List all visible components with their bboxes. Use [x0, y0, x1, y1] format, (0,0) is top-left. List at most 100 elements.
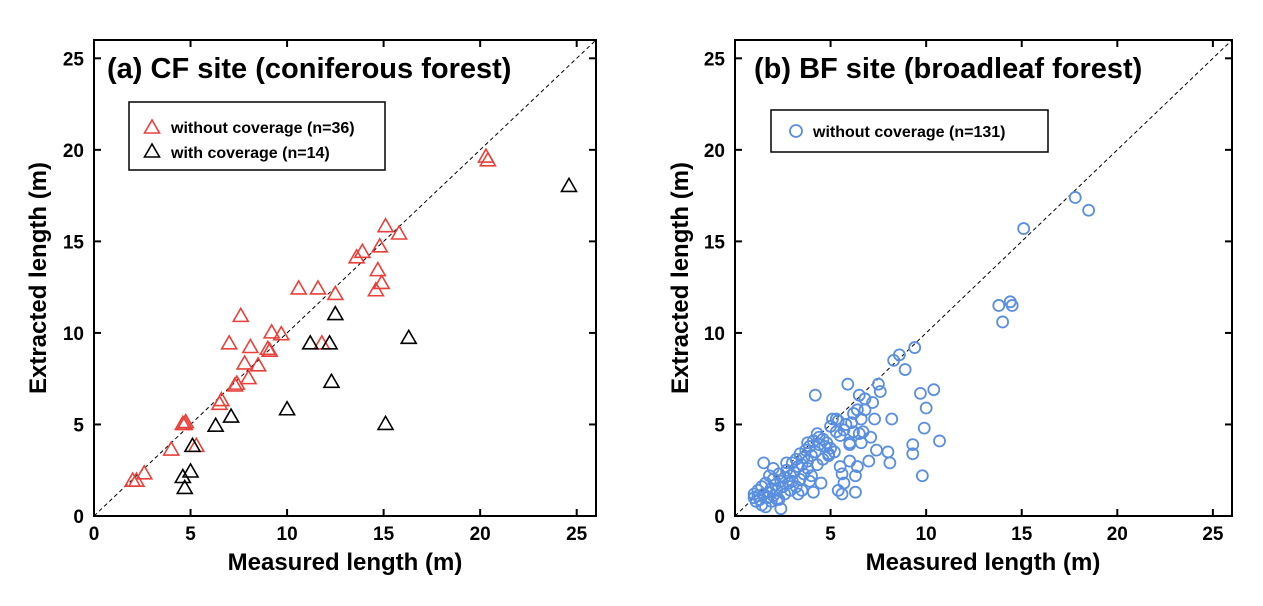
data-point-a-series-1	[320, 334, 339, 350]
data-point-a-series-0	[249, 356, 268, 372]
data-point-b-series-0	[1082, 203, 1096, 217]
legend-b: without coverage (n=131)	[770, 109, 1049, 153]
data-point-b-series-0	[835, 467, 849, 481]
data-point-b-series-0	[805, 469, 818, 483]
data-point-b-series-0	[917, 421, 931, 435]
chart-title-b: (b) BF site (broadleaf forest)	[754, 53, 1142, 85]
data-point-b-series-0	[866, 396, 880, 409]
data-point-a-series-0	[231, 306, 250, 323]
data-point-a-series-0	[372, 273, 391, 290]
data-point-a-series-0	[260, 341, 279, 357]
reference-line-a	[93, 39, 597, 517]
data-point-a-series-0	[220, 334, 239, 350]
data-point-b-series-0	[833, 460, 847, 473]
legend-label-without-coverage-a: without coverage (n=36)	[170, 120, 355, 137]
data-point-b-series-0	[849, 485, 862, 499]
data-point-a-series-0	[173, 414, 192, 431]
data-point-b-series-0	[914, 386, 927, 400]
data-point-a-series-0	[390, 224, 408, 240]
data-point-b-series-0	[933, 434, 946, 448]
data-point-b-series-0	[766, 461, 780, 475]
data-point-b-series-0	[831, 414, 845, 428]
legend-label-without-coverage-b: without coverage (n=131)	[812, 124, 1006, 141]
data-point-a-series-1	[278, 400, 296, 416]
data-point-a-series-0	[135, 464, 154, 480]
data-point-b-series-0	[808, 445, 822, 459]
data-point-b-series-0	[908, 341, 922, 354]
y-tick-label-a: 5	[73, 415, 84, 436]
data-point-b-series-0	[883, 456, 897, 470]
data-point-b-series-0	[801, 436, 815, 450]
data-point-a-series-0	[353, 242, 372, 259]
legend-a: without coverage (n=36) with coverage (n…	[128, 101, 386, 171]
y-tick-label-a: 10	[63, 324, 84, 345]
data-point-b-series-0	[898, 363, 912, 376]
y-tick-label-a: 25	[63, 49, 85, 70]
data-point-a-series-0	[127, 471, 146, 487]
data-point-b-series-0	[927, 383, 941, 397]
data-point-a-series-0	[176, 412, 195, 429]
plot-frame-a	[93, 39, 597, 517]
y-tick-label-b: 15	[704, 232, 726, 253]
data-point-a-series-0	[239, 369, 258, 385]
data-point-a-series-1	[301, 334, 320, 350]
data-point-a-series-0	[272, 325, 291, 341]
data-point-b-series-0	[764, 494, 778, 508]
y-tick-label-b: 0	[714, 507, 725, 528]
data-point-a-series-1	[181, 462, 200, 478]
x-tick-label-a: 10	[277, 524, 298, 545]
x-tick-label-a: 15	[373, 524, 395, 545]
x-axis-label-b: Measured length (m)	[866, 549, 1101, 576]
data-point-b-series-0	[780, 456, 794, 470]
points-b	[747, 191, 1096, 516]
data-point-a-series-1	[399, 328, 418, 345]
data-point-a-series-1	[322, 372, 341, 389]
y-tick-label-b: 10	[704, 324, 725, 345]
y-tick-label-a: 15	[63, 232, 85, 253]
data-point-a-series-0	[326, 284, 345, 301]
data-point-b-series-0	[1005, 299, 1019, 312]
x-tick-label-b: 25	[1202, 524, 1224, 545]
y-tick-label-a: 0	[73, 507, 84, 528]
data-point-b-series-0	[770, 493, 784, 506]
data-point-b-series-0	[881, 445, 895, 459]
data-point-b-series-0	[757, 456, 771, 470]
points-a	[123, 147, 578, 495]
data-point-b-series-0	[868, 412, 881, 426]
data-point-b-series-0	[839, 418, 853, 431]
data-point-b-series-0	[871, 377, 885, 391]
x-tick-label-a: 5	[185, 524, 196, 545]
data-point-a-series-0	[289, 279, 308, 295]
data-point-b-series-0	[873, 385, 887, 398]
data-point-a-series-0	[262, 323, 281, 339]
y-tick-label-b: 5	[714, 415, 725, 436]
data-point-b-series-0	[812, 430, 826, 444]
data-point-b-series-0	[906, 447, 920, 461]
y-axis-label-a: Extracted length (m)	[25, 162, 52, 394]
data-point-a-series-1	[560, 176, 578, 193]
panel-b: 0 5 10 15 20 25 0 5 10 15 20 25 (b) BF site (broadl…	[667, 39, 1233, 576]
ticks-b: 0 5 10 15 20 25 0 5 10 15 20 25	[704, 40, 1232, 545]
x-axis-label-a: Measured length (m)	[228, 549, 463, 576]
data-point-b-series-0	[843, 454, 857, 468]
data-point-b-series-0	[829, 412, 843, 426]
x-tick-label-a: 0	[89, 524, 100, 545]
data-point-b-series-0	[847, 425, 860, 439]
data-point-b-series-0	[805, 449, 818, 462]
legend-marker-without-coverage-a	[143, 118, 161, 134]
data-point-b-series-0	[919, 401, 933, 415]
data-point-b-series-0	[870, 443, 883, 457]
data-point-a-series-0	[309, 279, 327, 295]
x-tick-label-a: 20	[470, 524, 491, 545]
data-point-b-series-0	[992, 299, 1006, 312]
data-point-a-series-0	[212, 391, 231, 407]
x-tick-label-a: 25	[566, 524, 588, 545]
data-point-b-series-0	[797, 451, 811, 464]
x-tick-label-b: 5	[825, 524, 836, 545]
legend-box-b	[770, 109, 1049, 153]
data-point-b-series-0	[892, 348, 906, 362]
x-tick-label-b: 20	[1107, 524, 1128, 545]
data-point-a-series-1	[206, 416, 225, 433]
data-point-b-series-0	[763, 469, 776, 483]
